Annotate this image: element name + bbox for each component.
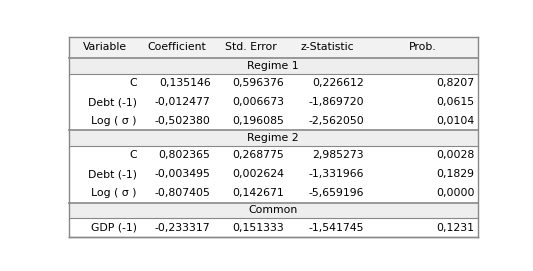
Text: -1,331966: -1,331966	[309, 169, 364, 179]
Text: 0,226612: 0,226612	[312, 78, 364, 88]
Text: Std. Error: Std. Error	[225, 43, 277, 53]
Text: Regime 2: Regime 2	[247, 133, 299, 143]
Bar	[69, 58, 478, 74]
Text: 0,596376: 0,596376	[232, 78, 284, 88]
Text: -0,502380: -0,502380	[155, 116, 211, 126]
Bar	[69, 74, 478, 93]
Text: GDP (-1): GDP (-1)	[91, 222, 137, 233]
Text: 0,268775: 0,268775	[232, 150, 284, 160]
Bar	[69, 203, 478, 218]
Text: Log ( σ ): Log ( σ )	[92, 116, 137, 126]
Text: 0,0104: 0,0104	[436, 116, 474, 126]
Text: 0,142671: 0,142671	[232, 188, 284, 198]
Text: -5,659196: -5,659196	[309, 188, 364, 198]
Text: z-Statistic: z-Statistic	[301, 43, 354, 53]
Text: Regime 1: Regime 1	[247, 61, 299, 71]
Text: -0,012477: -0,012477	[155, 97, 211, 107]
Bar	[69, 146, 478, 165]
Text: -0,233317: -0,233317	[155, 222, 211, 233]
Text: Coefficient: Coefficient	[148, 43, 206, 53]
Bar	[69, 130, 478, 146]
Text: -2,562050: -2,562050	[308, 116, 364, 126]
Text: 0,0615: 0,0615	[436, 97, 474, 107]
Bar	[69, 37, 478, 58]
Text: 0,0028: 0,0028	[436, 150, 474, 160]
Bar	[69, 111, 478, 130]
Text: 0,802365: 0,802365	[159, 150, 211, 160]
Text: 0,196085: 0,196085	[232, 116, 284, 126]
Text: 0,002624: 0,002624	[232, 169, 284, 179]
Bar	[69, 218, 478, 237]
Text: C: C	[130, 78, 137, 88]
Text: Log ( σ ): Log ( σ )	[92, 188, 137, 198]
Text: Debt (-1): Debt (-1)	[88, 169, 137, 179]
Text: Debt (-1): Debt (-1)	[88, 97, 137, 107]
Text: -0,003495: -0,003495	[155, 169, 211, 179]
Bar	[69, 93, 478, 111]
Text: -1,869720: -1,869720	[308, 97, 364, 107]
Text: 0,135146: 0,135146	[159, 78, 211, 88]
Text: Prob.: Prob.	[409, 43, 437, 53]
Text: -1,541745: -1,541745	[309, 222, 364, 233]
Text: Variable: Variable	[83, 43, 126, 53]
Text: 0,1829: 0,1829	[437, 169, 474, 179]
Text: 0,0000: 0,0000	[436, 188, 474, 198]
Text: C: C	[130, 150, 137, 160]
Text: 0,151333: 0,151333	[232, 222, 284, 233]
Bar	[69, 184, 478, 203]
Text: 0,1231: 0,1231	[437, 222, 474, 233]
Text: 2,985273: 2,985273	[312, 150, 364, 160]
Text: Common: Common	[248, 205, 298, 215]
Text: 0,8207: 0,8207	[436, 78, 474, 88]
Text: -0,807405: -0,807405	[155, 188, 211, 198]
Bar	[69, 165, 478, 184]
Text: 0,006673: 0,006673	[232, 97, 284, 107]
